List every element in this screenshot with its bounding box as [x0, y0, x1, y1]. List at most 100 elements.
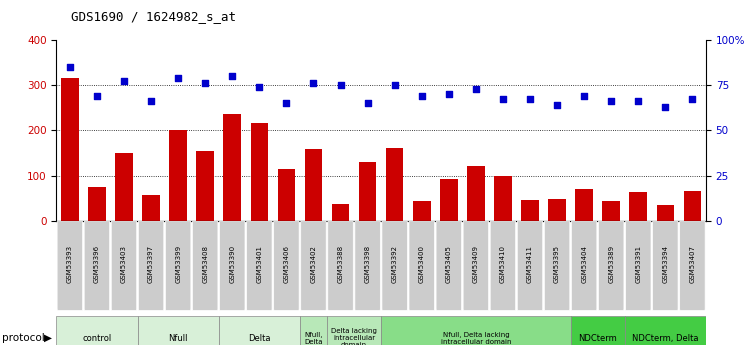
Text: control: control [83, 334, 112, 343]
Point [443, 91, 455, 97]
Bar [571, 316, 625, 345]
FancyBboxPatch shape [463, 221, 489, 310]
Bar [629, 192, 647, 221]
Point [470, 86, 482, 91]
FancyBboxPatch shape [273, 221, 299, 310]
Text: Delta: Delta [248, 334, 270, 343]
Text: GSM53395: GSM53395 [554, 245, 560, 283]
FancyBboxPatch shape [138, 221, 164, 310]
Bar [327, 316, 381, 345]
Bar [56, 316, 137, 345]
Bar [142, 195, 160, 221]
Point [307, 80, 319, 86]
Bar [359, 162, 376, 221]
Bar [548, 199, 566, 221]
Bar [467, 167, 484, 221]
Point [64, 64, 76, 70]
Text: GSM53399: GSM53399 [175, 245, 181, 283]
FancyBboxPatch shape [490, 221, 516, 310]
FancyBboxPatch shape [626, 221, 651, 310]
FancyBboxPatch shape [436, 221, 462, 310]
Text: GSM53411: GSM53411 [527, 245, 533, 283]
Bar [278, 169, 295, 221]
Bar [332, 204, 349, 221]
Text: GSM53398: GSM53398 [364, 245, 370, 283]
Bar [440, 179, 457, 221]
FancyBboxPatch shape [517, 221, 543, 310]
FancyBboxPatch shape [300, 221, 326, 310]
Point [253, 84, 265, 90]
Text: GSM53388: GSM53388 [337, 245, 343, 283]
Bar [656, 205, 674, 221]
FancyBboxPatch shape [680, 221, 705, 310]
Bar [224, 115, 241, 221]
Text: GSM53392: GSM53392 [392, 245, 398, 283]
Bar [305, 149, 322, 221]
Text: Nfull,
Delta: Nfull, Delta [304, 332, 323, 345]
Text: GDS1690 / 1624982_s_at: GDS1690 / 1624982_s_at [71, 10, 237, 23]
Text: GSM53402: GSM53402 [310, 245, 316, 283]
Text: GSM53391: GSM53391 [635, 245, 641, 283]
FancyBboxPatch shape [653, 221, 678, 310]
Text: NDCterm: NDCterm [578, 334, 617, 343]
Bar [137, 316, 219, 345]
Text: Nfull, Delta lacking
intracellular domain: Nfull, Delta lacking intracellular domai… [441, 332, 511, 345]
Point [361, 100, 373, 106]
Text: GSM53394: GSM53394 [662, 245, 668, 283]
FancyBboxPatch shape [192, 221, 218, 310]
Text: GSM53393: GSM53393 [67, 245, 73, 283]
Bar [386, 148, 403, 221]
Text: Delta lacking
intracellular
domain: Delta lacking intracellular domain [331, 328, 377, 345]
Bar [251, 124, 268, 221]
FancyBboxPatch shape [544, 221, 570, 310]
Bar [169, 130, 187, 221]
Bar [602, 201, 620, 221]
Point [416, 93, 428, 99]
Point [605, 99, 617, 104]
Point [524, 97, 536, 102]
Text: GSM53410: GSM53410 [500, 245, 506, 283]
Bar [413, 201, 430, 221]
Text: GSM53404: GSM53404 [581, 245, 587, 283]
Point [280, 100, 292, 106]
Bar [625, 316, 706, 345]
Point [145, 99, 157, 104]
Text: GSM53406: GSM53406 [283, 245, 289, 283]
FancyBboxPatch shape [165, 221, 191, 310]
Bar [683, 191, 701, 221]
Text: GSM53403: GSM53403 [121, 245, 127, 283]
FancyBboxPatch shape [599, 221, 624, 310]
Bar [197, 151, 214, 221]
Point [118, 79, 130, 84]
Text: NDCterm, Delta: NDCterm, Delta [632, 334, 698, 343]
FancyBboxPatch shape [327, 221, 353, 310]
FancyBboxPatch shape [111, 221, 137, 310]
FancyBboxPatch shape [572, 221, 597, 310]
Bar [521, 199, 538, 221]
Text: ▶: ▶ [44, 333, 52, 343]
Point [226, 73, 238, 79]
Text: GSM53390: GSM53390 [229, 245, 235, 283]
Text: GSM53405: GSM53405 [446, 245, 452, 283]
FancyBboxPatch shape [409, 221, 435, 310]
Text: GSM53408: GSM53408 [202, 245, 208, 283]
Text: GSM53401: GSM53401 [256, 245, 262, 283]
FancyBboxPatch shape [246, 221, 272, 310]
FancyBboxPatch shape [84, 221, 110, 310]
Point [497, 97, 509, 102]
Bar [575, 189, 593, 221]
Text: Nfull: Nfull [168, 334, 188, 343]
Text: GSM53396: GSM53396 [94, 245, 100, 283]
Point [659, 104, 671, 109]
Text: GSM53397: GSM53397 [148, 245, 154, 283]
Bar [88, 187, 106, 221]
Bar [115, 153, 133, 221]
Point [686, 97, 698, 102]
Text: protocol: protocol [2, 333, 45, 343]
Text: GSM53409: GSM53409 [473, 245, 479, 283]
Bar [61, 78, 79, 221]
Bar [219, 316, 300, 345]
Point [551, 102, 563, 108]
Point [334, 82, 346, 88]
FancyBboxPatch shape [219, 221, 245, 310]
